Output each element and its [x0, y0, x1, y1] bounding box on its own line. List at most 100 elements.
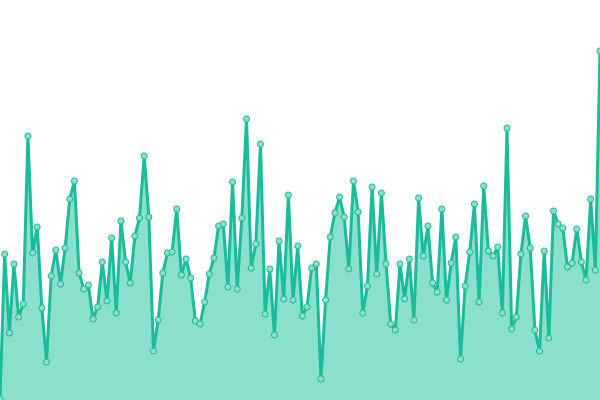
data-point-106: [489, 252, 497, 260]
data-point-27: [122, 258, 130, 266]
data-point-54: [247, 264, 255, 272]
data-point-88: [405, 255, 413, 263]
data-point-41: [187, 274, 195, 282]
data-point-4: [15, 313, 23, 321]
data-point-0: [0, 395, 4, 400]
data-point-85: [391, 326, 399, 334]
data-point-92: [424, 222, 432, 230]
data-point-66: [303, 303, 311, 311]
data-point-121: [559, 224, 567, 232]
data-point-90: [415, 194, 423, 202]
data-point-70: [322, 296, 330, 304]
data-point-25: [112, 309, 120, 317]
data-points: [0, 47, 600, 400]
data-point-38: [173, 205, 181, 213]
data-point-103: [475, 298, 483, 306]
data-point-127: [587, 195, 595, 203]
data-point-109: [503, 124, 511, 132]
data-point-22: [98, 258, 106, 266]
data-point-113: [522, 212, 530, 220]
data-point-67: [308, 264, 316, 272]
data-point-63: [289, 296, 297, 304]
data-point-7: [29, 249, 37, 257]
data-point-118: [545, 334, 553, 342]
data-point-58: [266, 265, 274, 273]
data-point-114: [526, 244, 534, 252]
data-point-124: [573, 225, 581, 233]
data-point-14: [61, 244, 69, 252]
data-point-34: [154, 316, 162, 324]
data-point-9: [38, 304, 46, 312]
data-point-37: [168, 248, 176, 256]
data-point-91: [419, 252, 427, 260]
data-point-30: [136, 214, 144, 222]
data-point-46: [210, 254, 218, 262]
data-point-96: [443, 296, 451, 304]
data-point-3: [10, 260, 18, 268]
data-point-15: [66, 195, 74, 203]
data-point-24: [108, 234, 116, 242]
data-point-44: [201, 298, 209, 306]
data-point-97: [447, 259, 455, 267]
data-point-56: [256, 140, 264, 148]
data-point-89: [410, 316, 418, 324]
data-point-19: [84, 281, 92, 289]
data-point-65: [298, 312, 306, 320]
data-point-57: [261, 310, 269, 318]
data-point-95: [438, 205, 446, 213]
data-point-60: [275, 237, 283, 245]
data-point-101: [466, 248, 474, 256]
data-point-72: [331, 209, 339, 217]
data-point-59: [270, 331, 278, 339]
data-point-64: [294, 242, 302, 250]
data-point-10: [43, 358, 51, 366]
data-point-32: [145, 213, 153, 221]
data-point-33: [149, 347, 157, 355]
data-point-80: [368, 183, 376, 191]
data-point-112: [517, 250, 525, 258]
data-point-21: [94, 303, 102, 311]
data-point-107: [494, 243, 502, 251]
data-point-17: [75, 269, 83, 277]
data-point-49: [224, 283, 232, 291]
data-point-61: [280, 295, 288, 303]
data-point-119: [549, 207, 557, 215]
data-point-116: [536, 347, 544, 355]
data-point-94: [433, 288, 441, 296]
data-point-43: [196, 320, 204, 328]
data-point-128: [591, 266, 599, 274]
data-point-102: [470, 200, 478, 208]
data-point-77: [354, 208, 362, 216]
data-point-23: [103, 297, 111, 305]
data-point-73: [336, 193, 344, 201]
data-point-8: [33, 223, 41, 231]
data-point-78: [359, 309, 367, 317]
data-point-28: [126, 279, 134, 287]
data-point-120: [554, 220, 562, 228]
data-point-20: [89, 315, 97, 323]
data-point-52: [238, 214, 246, 222]
data-point-11: [47, 272, 55, 280]
data-point-62: [284, 191, 292, 199]
data-point-110: [508, 325, 516, 333]
data-point-55: [252, 240, 260, 248]
data-point-117: [540, 247, 548, 255]
data-point-2: [5, 329, 13, 337]
data-point-111: [512, 313, 520, 321]
data-point-68: [312, 260, 320, 268]
data-point-115: [531, 326, 539, 334]
data-point-12: [52, 246, 60, 254]
data-point-100: [461, 282, 469, 290]
data-point-75: [345, 265, 353, 273]
data-point-123: [568, 259, 576, 267]
series-line: [0, 50, 600, 400]
area-fill: [0, 51, 600, 400]
data-point-1: [1, 250, 9, 258]
data-point-108: [498, 309, 506, 317]
data-point-13: [56, 280, 64, 288]
data-point-26: [117, 217, 125, 225]
data-point-87: [401, 295, 409, 303]
data-point-31: [140, 152, 148, 160]
data-point-45: [205, 270, 213, 278]
data-point-69: [317, 375, 325, 383]
